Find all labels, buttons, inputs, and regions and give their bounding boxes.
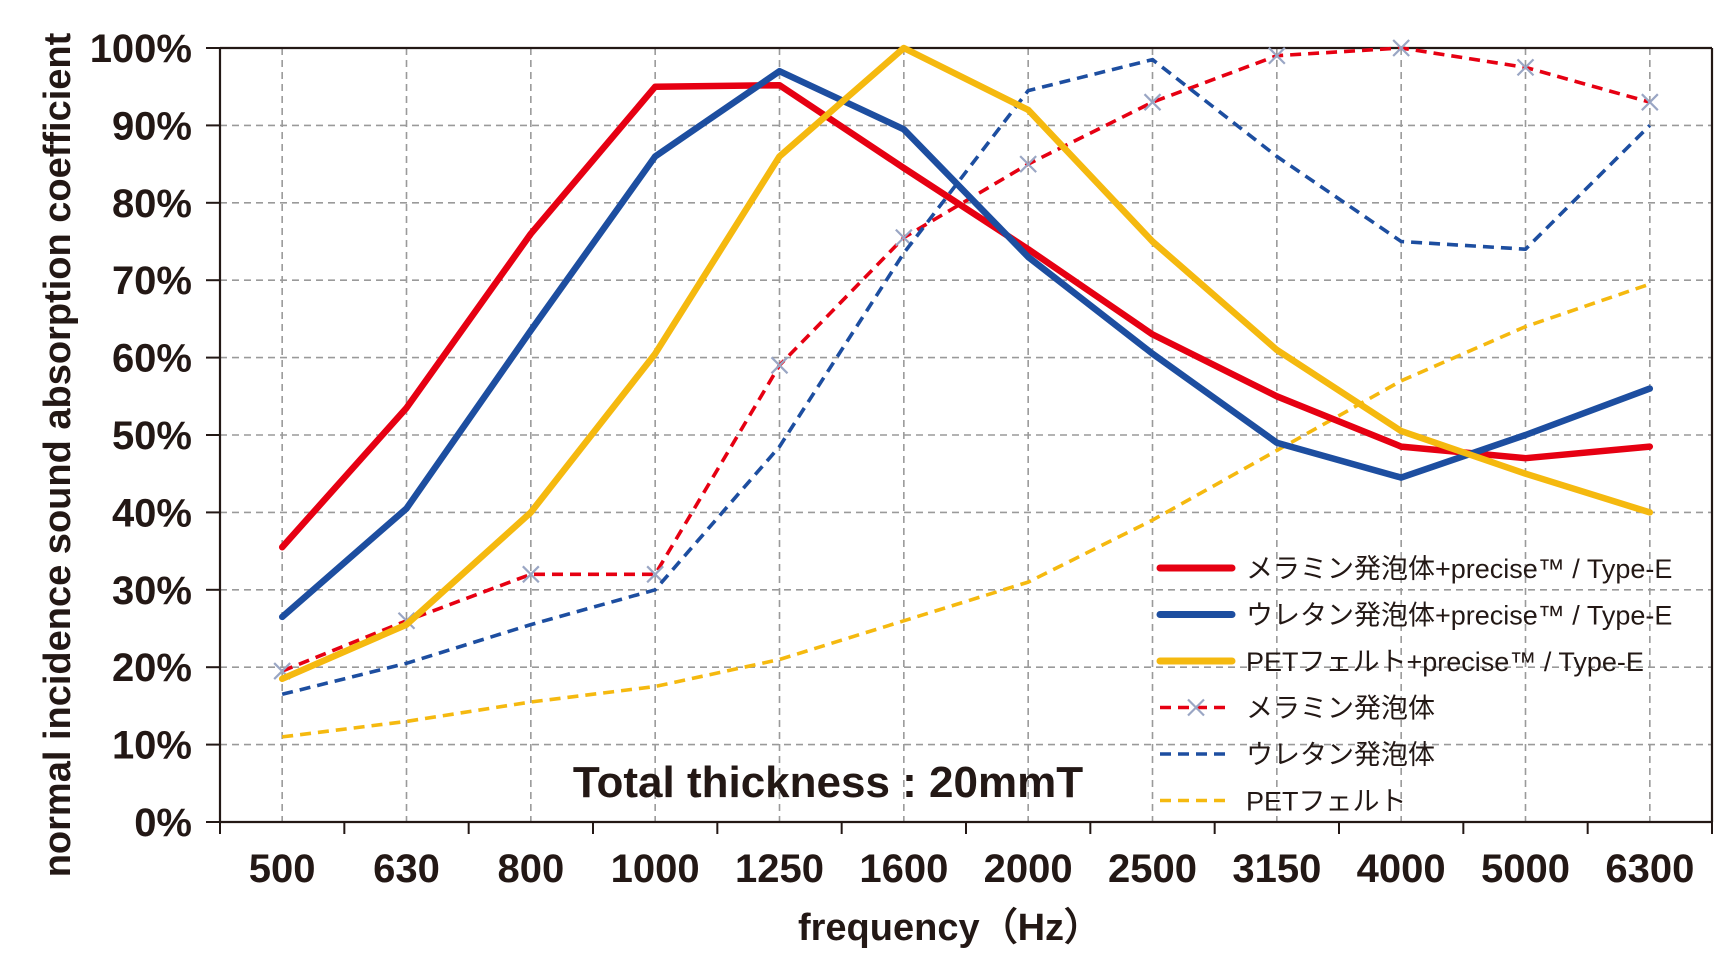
y-tick-label: 40% bbox=[112, 491, 192, 535]
y-tick-label: 0% bbox=[134, 801, 192, 845]
legend-label: ウレタン発泡体 bbox=[1246, 740, 1435, 770]
series-line-2 bbox=[278, 67, 1654, 621]
series-line-1 bbox=[278, 81, 1654, 551]
data-point-marker bbox=[1516, 58, 1535, 77]
legend-label: PETフェルト bbox=[1246, 787, 1407, 817]
y-axis-title: normal incidence sound absorption coeffi… bbox=[37, 32, 79, 877]
x-tick-label: 2000 bbox=[984, 847, 1073, 891]
legend-marker bbox=[1187, 698, 1205, 717]
x-tick-label: 3150 bbox=[1232, 847, 1321, 891]
legend-label: メラミン発泡体+precise™ / Type-E bbox=[1246, 554, 1672, 584]
legend-label: メラミン発泡体 bbox=[1246, 694, 1435, 724]
legend-label: ウレタン発泡体+precise™ / Type-E bbox=[1246, 601, 1672, 631]
series-line-5 bbox=[281, 57, 1652, 697]
y-tick-label: 80% bbox=[112, 182, 192, 226]
series-lines bbox=[273, 39, 1659, 739]
y-tick-label: 10% bbox=[112, 724, 192, 768]
data-point-marker bbox=[1392, 39, 1410, 57]
series-line-4 bbox=[281, 46, 1651, 673]
grid bbox=[220, 48, 1712, 822]
data-point-marker bbox=[1019, 155, 1037, 173]
x-tick-label: 5000 bbox=[1481, 847, 1570, 891]
x-tick-label: 6300 bbox=[1605, 847, 1694, 891]
legend-label: PETフェルト+precise™ / Type-E bbox=[1246, 647, 1644, 677]
series-line-3 bbox=[278, 44, 1654, 683]
x-tick-label: 4000 bbox=[1357, 847, 1446, 891]
data-point-marker bbox=[646, 565, 664, 584]
x-tick-label: 1000 bbox=[611, 847, 700, 891]
x-tick-label: 1600 bbox=[859, 847, 948, 891]
data-point-marker bbox=[1268, 46, 1286, 65]
thickness-annotation: Total thickness : 20mmT bbox=[573, 758, 1083, 807]
data-point-marker bbox=[770, 356, 789, 375]
series-line-6 bbox=[281, 282, 1651, 739]
x-tick-label: 1250 bbox=[735, 847, 824, 891]
y-tick-label: 30% bbox=[112, 569, 192, 613]
x-tick-label: 2500 bbox=[1108, 847, 1197, 891]
y-tick-label: 70% bbox=[112, 259, 192, 303]
data-point-marker bbox=[1143, 93, 1162, 111]
x-tick-label: 630 bbox=[373, 847, 440, 891]
y-tick-label: 90% bbox=[112, 104, 192, 148]
data-point-marker bbox=[1641, 93, 1659, 111]
y-tick-label: 20% bbox=[112, 646, 192, 690]
axes: 0% 10% 20% 30% 40% 50% 60% 70% 80% 90% 100% 500 630 8… bbox=[90, 27, 1714, 891]
y-tick-label: 100% bbox=[90, 27, 192, 71]
x-tick-label: 500 bbox=[249, 847, 316, 891]
data-point-marker bbox=[895, 228, 913, 247]
y-tick-label: 60% bbox=[112, 337, 192, 381]
x-axis-title: frequency（Hz） bbox=[798, 907, 1102, 948]
x-tick-label: 800 bbox=[497, 847, 564, 891]
data-point-marker bbox=[522, 565, 540, 584]
legend: メラミン発泡体+precise™ / Type-E ウレタン発泡体+precise… bbox=[1156, 554, 1672, 817]
y-tick-label: 50% bbox=[112, 414, 192, 458]
